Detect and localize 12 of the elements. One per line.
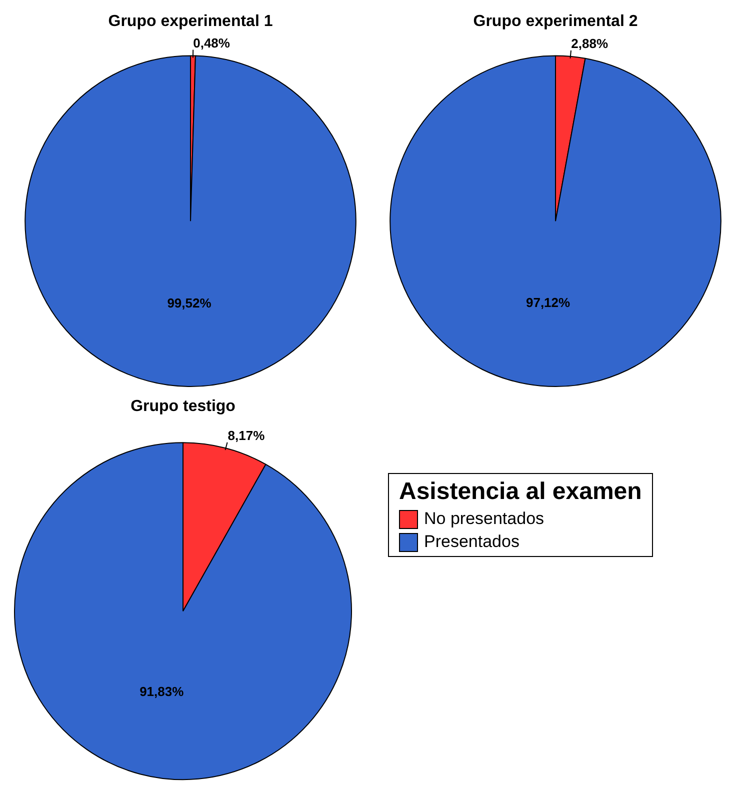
data-label: 2,88% bbox=[571, 36, 608, 51]
data-label: 97,12% bbox=[526, 295, 571, 310]
legend-label: No presentados bbox=[424, 509, 544, 529]
data-label: 8,17% bbox=[228, 428, 266, 443]
legend-title: Asistencia al examen bbox=[399, 478, 642, 506]
chart-title: Grupo experimental 1 bbox=[108, 13, 273, 30]
data-label: 99,52% bbox=[167, 295, 212, 310]
legend-label: Presentados bbox=[424, 532, 520, 552]
data-label: 91,83% bbox=[140, 684, 184, 700]
data-label: 0,48% bbox=[193, 35, 230, 50]
chart-title: Grupo experimental 2 bbox=[473, 13, 638, 30]
chart-title: Grupo testigo bbox=[130, 398, 236, 416]
